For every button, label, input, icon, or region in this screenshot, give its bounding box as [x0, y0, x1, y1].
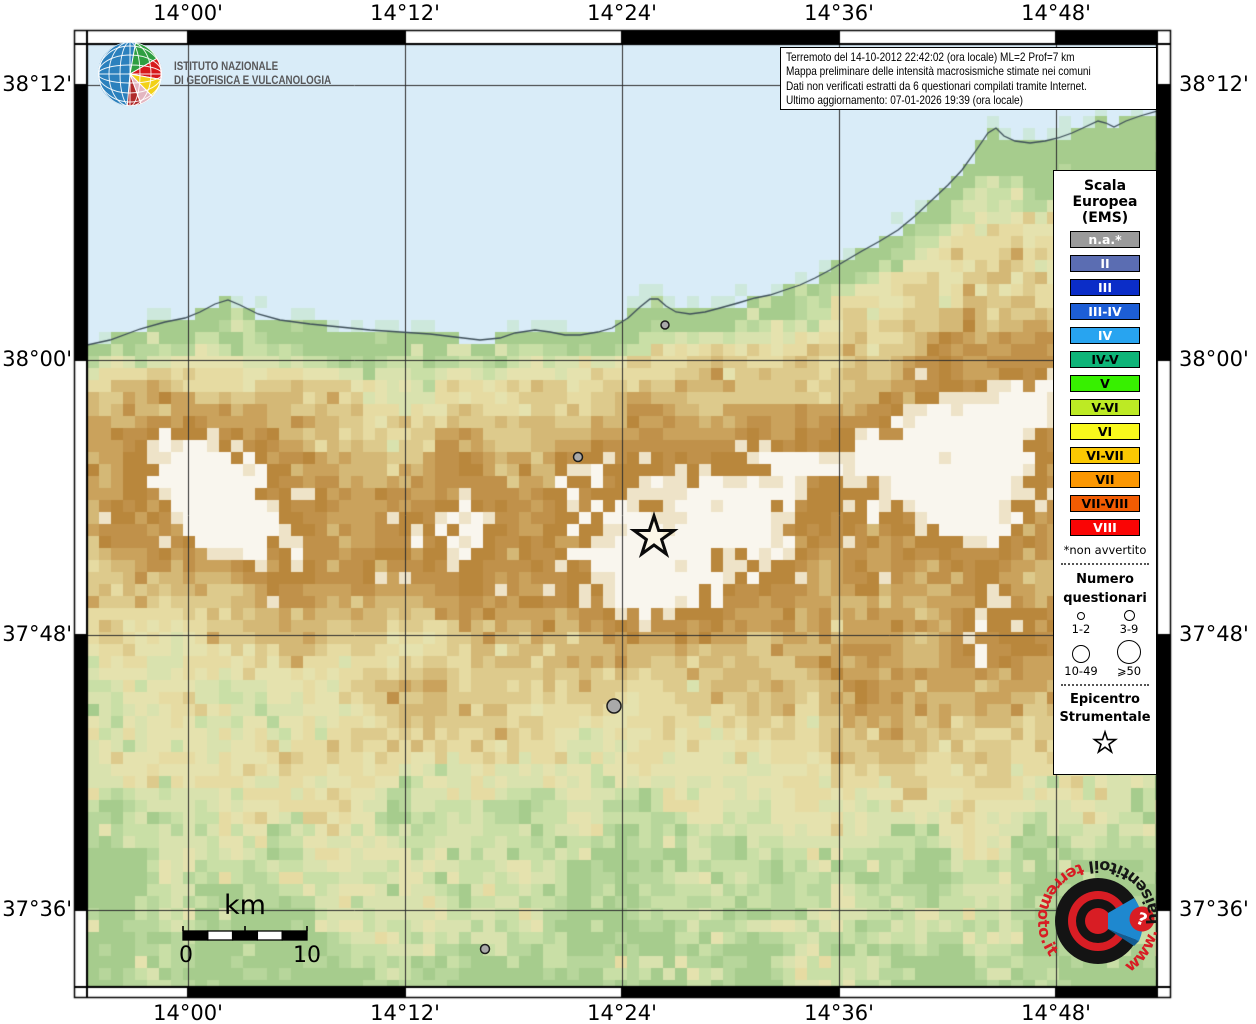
info-line-data-source: Dati non verificati estratti da 6 questi… — [786, 78, 1087, 93]
axis-label-right: 38°12' — [1179, 72, 1249, 96]
axis-label-top: 14°00' — [153, 1, 223, 25]
ingv-agency-line2: DI GEOFISICA E VULCANOLOGIA — [174, 75, 332, 87]
axis-label-top: 14°36' — [804, 1, 874, 25]
xlarge-circle-icon — [1117, 640, 1141, 664]
epicenter-star-icon — [1092, 729, 1118, 754]
large-circle-icon — [1072, 645, 1090, 663]
axis-label-left: 38°00' — [2, 347, 72, 371]
ingv-agency-line1: ISTITUTO NAZIONALE — [174, 61, 279, 73]
size-class-3: 10-49 — [1057, 636, 1105, 678]
questionnaire-count-title: Numero questionari — [1063, 572, 1147, 606]
axis-label-top: 14°48' — [1021, 1, 1091, 25]
legend-title: Scala Europea (EMS) — [1072, 178, 1138, 226]
ingv-globe-icon — [98, 42, 162, 106]
legend-intensity-swatch: IV-V — [1070, 351, 1140, 368]
earthquake-info-box: Terremoto del 14-10-2012 22:42:02 (ora l… — [780, 47, 1157, 110]
legend-intensity-swatch: VIII — [1070, 519, 1140, 536]
axis-label-bottom: 14°12' — [370, 1001, 440, 1024]
info-line-event: Terremoto del 14-10-2012 22:42:02 (ora l… — [786, 50, 1075, 64]
legend-panel: Scala Europea (EMS) n.a.* II III III-IV IV IV… — [1053, 170, 1157, 775]
medium-circle-icon — [1123, 610, 1135, 621]
legend-intensity-swatch: VI — [1070, 423, 1140, 440]
legend-divider-2 — [1061, 684, 1149, 686]
ingv-logo: ISTITUTO NAZIONALE DI GEOFISICA E VULCAN… — [96, 40, 359, 108]
legend-intensity-swatch: III-IV — [1070, 303, 1140, 320]
legend-intensity-swatch: V-VI — [1070, 399, 1140, 416]
legend-divider-1 — [1061, 563, 1149, 565]
axis-label-bottom: 14°36' — [804, 1001, 874, 1024]
legend-intensity-swatch: IV — [1070, 327, 1140, 344]
axis-label-right: 37°48' — [1179, 622, 1249, 646]
legend-footnote: *non avvertito — [1063, 543, 1147, 557]
size-class-1: 1-2 — [1057, 610, 1105, 636]
questionnaire-size-key: 1-2 3-9 10-49 ⩾50 — [1057, 610, 1153, 678]
legend-intensity-swatch: n.a.* — [1070, 231, 1140, 248]
axis-label-top: 14°24' — [587, 1, 657, 25]
axis-label-left: 37°48' — [2, 622, 72, 646]
axis-label-bottom: 14°00' — [153, 1001, 223, 1024]
axis-label-left: 38°12' — [2, 72, 72, 96]
axis-label-bottom: 14°24' — [587, 1001, 657, 1024]
size-class-2-label: 3-9 — [1119, 622, 1139, 636]
size-class-3-label: 10-49 — [1064, 664, 1098, 678]
legend-intensity-swatch: VII — [1070, 471, 1140, 488]
legend-intensity-swatch: VI-VII — [1070, 447, 1140, 464]
axis-label-right: 37°36' — [1179, 897, 1249, 921]
info-line-map-type: Mappa preliminare delle intensità macros… — [786, 64, 1091, 79]
legend-intensity-swatch: III — [1070, 279, 1140, 296]
size-class-1-label: 1-2 — [1071, 622, 1091, 636]
small-circle-icon — [1077, 612, 1085, 620]
axis-label-bottom: 14°48' — [1021, 1001, 1091, 1024]
axis-label-right: 38°00' — [1179, 347, 1249, 371]
ingv-agency-name: ISTITUTO NAZIONALE DI GEOFISICA E VULCAN… — [174, 60, 331, 88]
legend-intensity-scale: n.a.* II III III-IV IV IV-V V V-VI VI VI-VII VII VI… — [1054, 231, 1156, 536]
axis-label-left: 37°36' — [2, 897, 72, 921]
legend-intensity-swatch: V — [1070, 375, 1140, 392]
legend-intensity-swatch: II — [1070, 255, 1140, 272]
axis-label-top: 14°12' — [370, 1, 440, 25]
legend-intensity-swatch: VII-VIII — [1070, 495, 1140, 512]
size-class-4-label: ⩾50 — [1116, 664, 1142, 678]
epicenter-legend-title: Epicentro Strumentale — [1059, 692, 1151, 725]
size-class-4: ⩾50 — [1105, 636, 1153, 678]
info-line-updated: Ultimo aggiornamento: 07-01-2026 19:39 (… — [786, 93, 1024, 108]
size-class-2: 3-9 — [1105, 610, 1153, 636]
